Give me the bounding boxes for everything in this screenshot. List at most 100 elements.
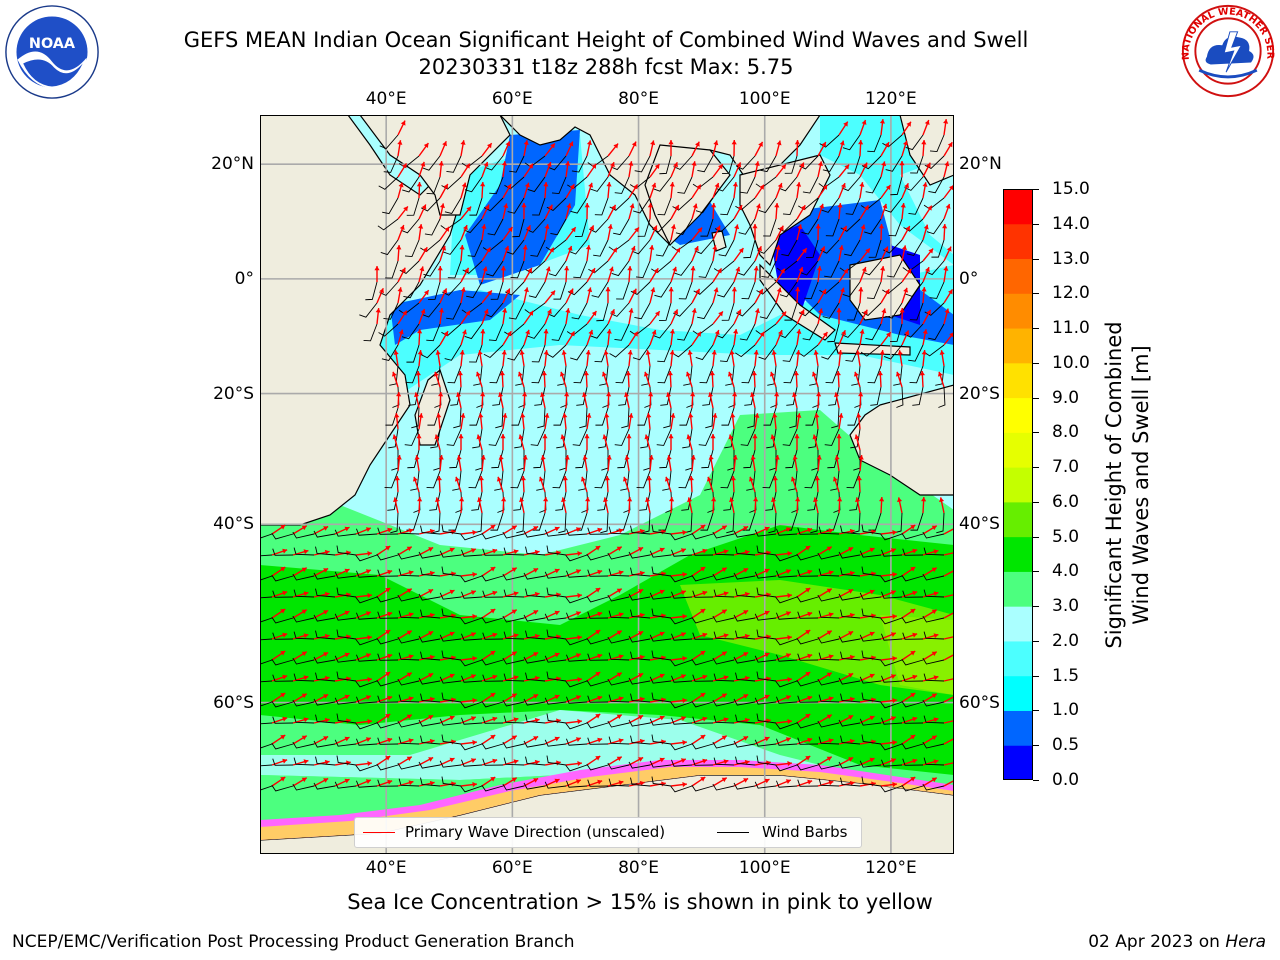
wave-arrow <box>796 545 811 556</box>
wind-barb <box>733 614 756 622</box>
wave-arrow <box>565 245 573 262</box>
wind-barb <box>380 239 399 256</box>
wind-barb <box>651 650 672 661</box>
wave-arrow <box>460 206 472 220</box>
wind-barb <box>754 529 777 537</box>
wave-arrow <box>523 163 534 178</box>
wave-arrow <box>685 371 693 388</box>
wind-barb <box>630 735 651 745</box>
wind-barb <box>923 757 945 766</box>
wind-barb <box>512 218 525 238</box>
wind-barb <box>804 281 819 300</box>
wave-arrow <box>565 635 582 641</box>
wind-barb <box>658 512 672 531</box>
wave-arrow <box>313 717 330 724</box>
wind-barb <box>744 386 756 406</box>
wind-barb <box>845 197 861 215</box>
wind-barb <box>607 636 630 644</box>
wind-barb <box>460 659 483 667</box>
wind-barb <box>742 512 756 531</box>
wind-barb <box>272 674 294 682</box>
wind-barb <box>441 566 462 577</box>
wave-arrow <box>795 286 801 304</box>
wind-barb <box>735 756 756 766</box>
wave-arrow <box>376 587 391 598</box>
wind-barb <box>693 281 714 295</box>
wind-barb <box>508 302 525 320</box>
wave-arrow <box>922 248 934 262</box>
wave-arrow <box>901 121 912 136</box>
colorbar-tick-mark <box>1033 397 1039 399</box>
wave-arrow <box>585 245 591 262</box>
wind-barb <box>490 512 504 531</box>
wave-arrow <box>796 204 806 220</box>
wind-barb <box>697 302 714 320</box>
wind-barb <box>840 777 861 787</box>
wave-arrow <box>649 245 655 262</box>
wave-arrow <box>750 455 756 472</box>
wave-arrow <box>355 761 372 767</box>
wave-arrow <box>649 571 666 577</box>
wave-arrow <box>880 184 891 199</box>
wave-arrow <box>544 652 560 661</box>
wave-arrow <box>838 780 855 787</box>
wave-arrow <box>835 370 841 388</box>
wind-barb <box>502 615 525 623</box>
wind-barb <box>870 386 882 406</box>
wind-barb <box>426 470 441 489</box>
wave-arrow <box>502 693 518 703</box>
wind-barb <box>712 531 735 539</box>
colorbar-band <box>1003 293 1033 329</box>
wind-barb <box>260 533 273 539</box>
wind-barb <box>544 781 567 789</box>
colorbar-label-line2: Wind Waves and Swell [m] <box>1129 345 1153 625</box>
wind-barb <box>681 491 693 511</box>
wave-arrow <box>628 738 645 745</box>
wave-arrow <box>523 735 539 745</box>
wind-barb <box>797 695 819 703</box>
wave-arrow <box>649 589 665 598</box>
wind-barb <box>272 632 294 640</box>
wind-barb <box>715 176 735 192</box>
wind-barb <box>756 671 777 682</box>
wind-barb <box>698 428 714 446</box>
wave-arrow <box>604 475 610 493</box>
wind-barb <box>817 762 840 770</box>
wave-arrow <box>313 693 329 703</box>
wind-barb <box>923 547 945 556</box>
wave-arrow <box>712 140 719 157</box>
wind-barb <box>670 617 693 625</box>
wave-arrow <box>943 635 954 640</box>
wind-barb <box>523 656 546 664</box>
wind-barb <box>467 239 483 257</box>
wind-barb <box>483 197 504 212</box>
wind-barb <box>607 720 630 728</box>
colorbar-tick: 0.0 <box>1052 770 1080 790</box>
wind-barb <box>548 260 567 277</box>
wave-arrow <box>582 392 588 409</box>
wave-arrow <box>439 589 455 598</box>
wind-barb <box>659 449 672 469</box>
wind-barb <box>670 575 693 583</box>
wind-barb <box>614 428 630 446</box>
wave-arrow <box>711 202 717 220</box>
wind-barb <box>418 761 441 769</box>
wind-barb <box>659 302 672 321</box>
wave-arrow <box>433 371 441 388</box>
wave-arrow <box>859 162 868 178</box>
wind-barb <box>698 260 714 278</box>
wave-arrow <box>817 546 833 556</box>
wind-barb <box>461 759 483 767</box>
wind-barb <box>822 155 840 172</box>
wave-arrow <box>859 247 871 262</box>
wave-arrow <box>417 328 423 346</box>
wave-arrow <box>900 203 906 220</box>
wind-barb <box>799 260 819 276</box>
wind-barb <box>600 512 609 534</box>
wind-barb <box>830 470 840 491</box>
australia-land <box>849 384 954 496</box>
lon-tick-top: 100°E <box>738 89 791 109</box>
wave-arrow <box>628 528 645 535</box>
wind-barb <box>735 630 756 640</box>
wave-arrow <box>606 329 612 346</box>
